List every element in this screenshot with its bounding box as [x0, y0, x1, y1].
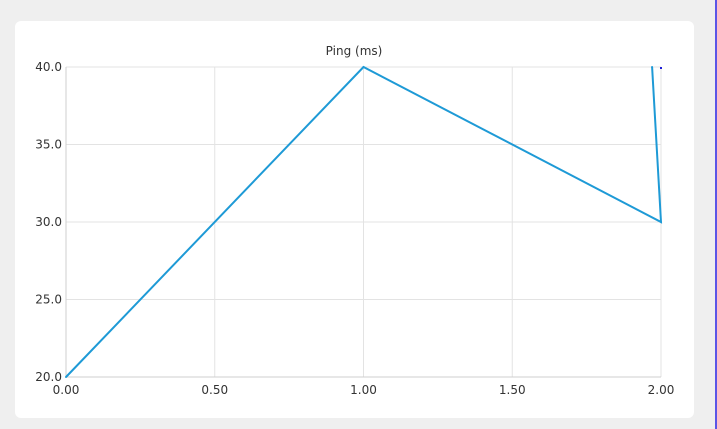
- ping-series-line: [65, 65, 663, 378]
- gridlines: [66, 66, 662, 377]
- y-tick-label: 20.0: [35, 370, 62, 384]
- y-tick-label: 35.0: [35, 138, 62, 152]
- data-point: [660, 221, 662, 223]
- axes: [65, 67, 661, 378]
- y-tick-label: 40.0: [35, 60, 62, 74]
- data-point: [65, 376, 67, 378]
- y-tick-label: 30.0: [35, 215, 62, 229]
- chart-card: [15, 21, 694, 418]
- x-tick-label: 0.50: [201, 383, 228, 397]
- x-tick-label: 2.00: [648, 383, 675, 397]
- chart-title: Ping (ms): [326, 44, 383, 58]
- window-edge: [715, 0, 717, 429]
- x-axis-tick-labels: 0.00 0.50 1.00 1.50 2.00: [53, 383, 675, 397]
- y-tick-label: 25.0: [35, 293, 62, 307]
- x-tick-label: 0.00: [53, 383, 80, 397]
- x-tick-label: 1.00: [350, 383, 377, 397]
- x-tick-label: 1.50: [499, 383, 526, 397]
- data-point: [651, 66, 654, 68]
- data-point: [362, 66, 365, 68]
- series-layer: [65, 65, 663, 378]
- y-axis-tick-labels: 20.0 25.0 30.0 35.0 40.0: [35, 60, 62, 384]
